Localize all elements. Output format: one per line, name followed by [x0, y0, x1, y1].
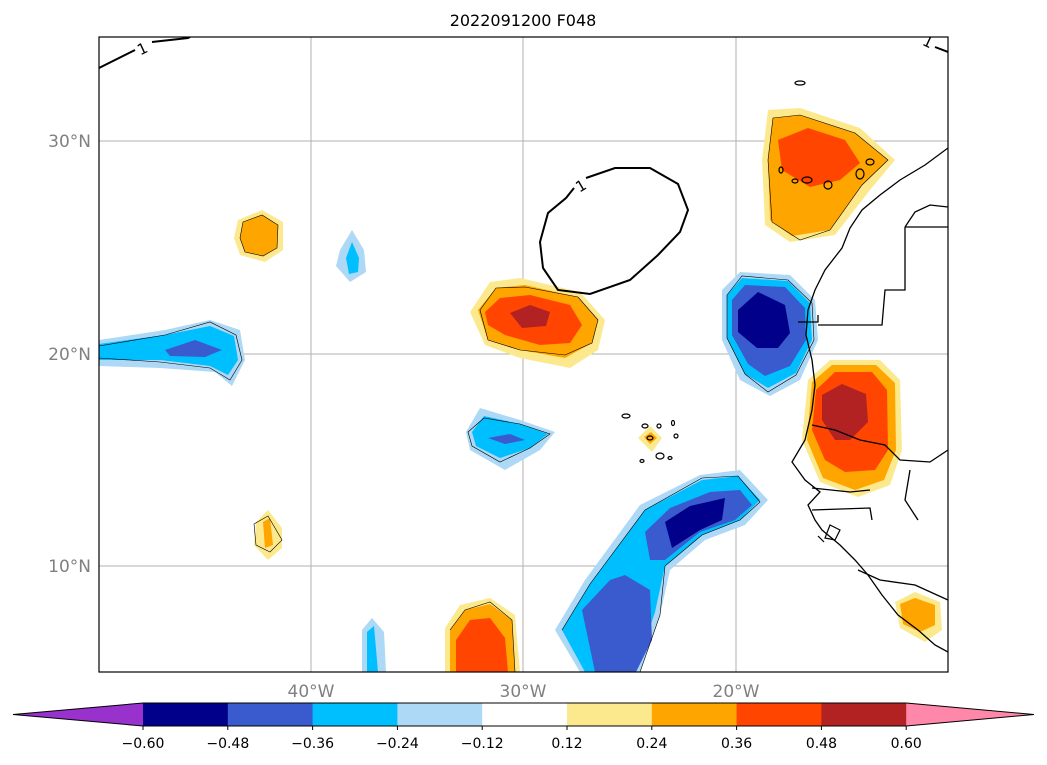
- colorbar-tick-label: −0.12: [461, 736, 504, 752]
- blob-south-negative: [362, 618, 386, 672]
- contour-lines: [99, 37, 948, 296]
- blob-east-negative: [722, 272, 818, 396]
- blob-capeverde-positive: [638, 426, 662, 452]
- blob-senegal-positive: [802, 360, 902, 497]
- lat-label-10n: 10°N: [48, 557, 91, 577]
- colorbar-tick-label: 0.24: [636, 736, 667, 752]
- anomaly-fields: [99, 108, 942, 672]
- colorbar-segment: [567, 703, 653, 726]
- colorbar-segment: [227, 703, 314, 726]
- map-title: 2022091200 F048: [450, 11, 597, 30]
- lon-label-40w: 40°W: [288, 682, 335, 702]
- blob-southeast-negative: [555, 470, 768, 672]
- blob-canary-positive: [762, 108, 895, 242]
- colorbar-segment: [397, 703, 483, 726]
- blob-south-positive: [445, 598, 520, 672]
- colorbar-extend-high: [906, 703, 1034, 726]
- colorbar-segment: [651, 703, 738, 726]
- colorbar-segment: [821, 703, 907, 726]
- lat-label-30n: 30°N: [48, 132, 91, 152]
- blob-outlines: [99, 114, 889, 672]
- coastlines: [791, 147, 948, 653]
- blob-center-positive: [470, 278, 605, 368]
- map-frame: [98, 36, 949, 673]
- islands: [621, 80, 875, 543]
- colorbar-extend-low: [13, 703, 143, 726]
- colorbar-segment: [482, 703, 568, 726]
- map-area: 1 1 1: [99, 37, 948, 672]
- blob-small-positive-west: [234, 210, 283, 262]
- colorbar-tick-label: −0.48: [206, 736, 249, 752]
- colorbar-segment: [312, 703, 398, 726]
- colorbar-tick-label: 0.36: [721, 736, 752, 752]
- colorbar-tick-label: −0.24: [376, 736, 419, 752]
- colorbar-segment: [736, 703, 822, 726]
- colorbar-tick-label: 0.60: [891, 736, 922, 752]
- lon-label-20w: 20°W: [713, 682, 760, 702]
- blob-small-negative: [336, 230, 366, 282]
- colorbar: −0.60 −0.48 −0.36 −0.24 −0.12 0.12 0.24 0.36 0.4…: [12, 702, 1035, 752]
- colorbar-tick-label: −0.36: [291, 736, 334, 752]
- colorbar-segment: [143, 703, 229, 726]
- lon-label-30w: 30°W: [500, 682, 547, 702]
- blob-mid-negative: [466, 408, 555, 470]
- colorbar-tick-label: −0.60: [122, 736, 165, 752]
- colorbar-tick-label: 0.12: [551, 736, 582, 752]
- colorbar-tick-label: 0.48: [806, 736, 837, 752]
- blob-west-negative: [99, 320, 245, 386]
- lat-label-20n: 20°N: [48, 345, 91, 365]
